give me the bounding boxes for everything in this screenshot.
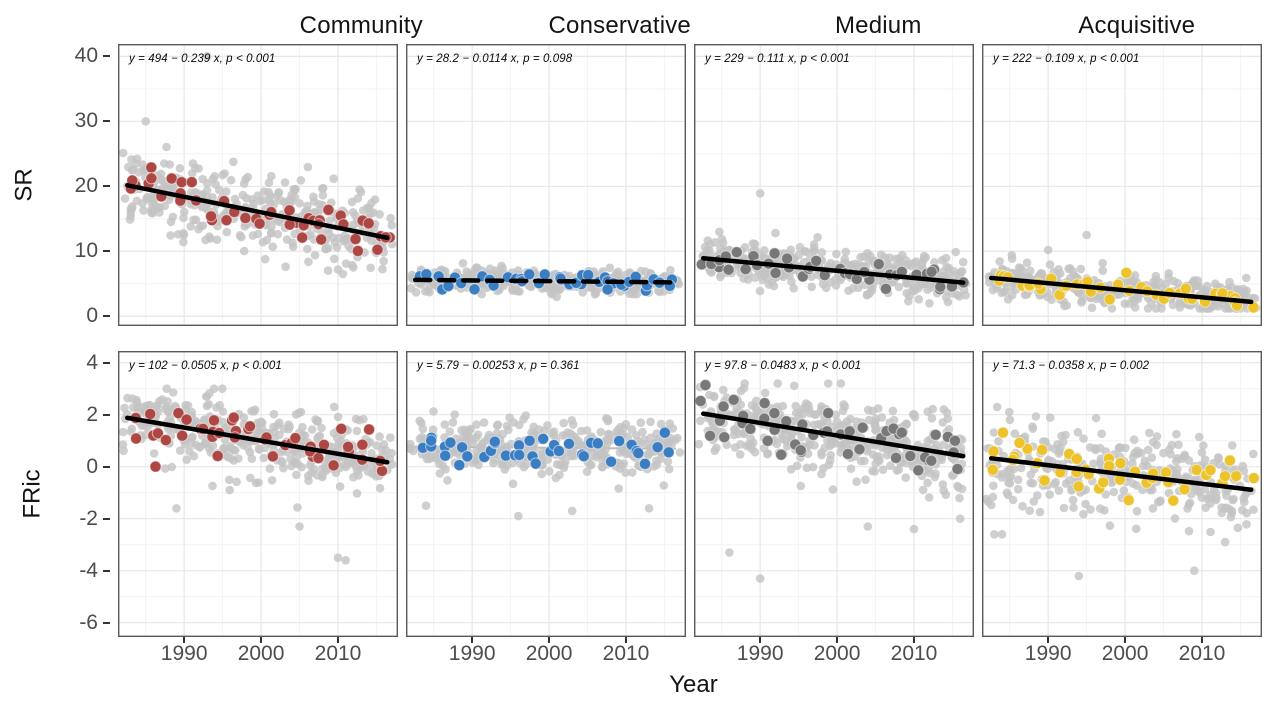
y-tick-label: 4 xyxy=(86,350,98,374)
x-tick-label: 1990 xyxy=(160,642,208,665)
y-tick-mark xyxy=(103,315,110,318)
y-tick-label: -2 xyxy=(79,506,98,530)
scatter-plot-svg xyxy=(118,44,398,326)
x-tick-mark xyxy=(1201,637,1203,643)
y-tick-label: -4 xyxy=(79,558,98,582)
panel-sr-acquisitive: y = 222 − 0.109 x, p < 0.001 xyxy=(982,44,1262,326)
y-axis-sr: SR 0 10 20 30 40 xyxy=(0,44,110,328)
y-tick-mark xyxy=(103,361,110,364)
x-tick-label: 2000 xyxy=(237,642,285,665)
scatter-plot-svg xyxy=(406,351,686,637)
x-tick-label: 2010 xyxy=(1178,642,1226,665)
panel-fric-conservative: y = 5.79 − 0.00253 x, p = 0.361 xyxy=(406,351,686,637)
regression-equation: y = 222 − 0.109 x, p < 0.001 xyxy=(993,53,1140,65)
x-tick-mark xyxy=(1124,637,1127,643)
x-tick-mark xyxy=(260,637,263,643)
y-tick-mark xyxy=(103,120,110,123)
facet-row-sr: SR 0 10 20 30 40 y = 494 − 0.239 x, p < 0.00… xyxy=(0,44,1262,328)
y-tick-mark xyxy=(103,465,110,468)
x-tick-label: 2000 xyxy=(813,642,861,665)
x-tick-mark xyxy=(548,637,551,643)
scatter-plot-svg xyxy=(118,351,398,637)
facet-titles-row: Community Conservative Medium Acquisitiv… xyxy=(118,8,1262,44)
y-tick-mark xyxy=(103,413,110,416)
x-axis-community: 1990 2000 2010 xyxy=(118,637,398,667)
y-tick-mark xyxy=(103,621,110,624)
scatter-plot-svg xyxy=(406,44,686,326)
facet-row-fric: FRic -6 -4 -2 0 2 4 y = 102 − 0.0505 x, p < 0… xyxy=(0,351,1262,637)
facet-title-conservative: Conservative xyxy=(548,12,691,39)
x-axis-title: Year xyxy=(669,671,718,698)
x-tick-mark xyxy=(183,637,186,643)
y-axis-title-sr: SR xyxy=(10,168,38,202)
regression-equation: y = 494 − 0.239 x, p < 0.001 xyxy=(129,53,276,65)
x-axis-conservative: 1990 2000 2010 xyxy=(406,637,686,667)
panel-fric-community: y = 102 − 0.0505 x, p < 0.001 xyxy=(118,351,398,637)
x-tick-label: 2000 xyxy=(525,642,573,665)
x-tick-mark xyxy=(625,637,627,643)
y-tick-mark xyxy=(103,569,110,572)
regression-equation: y = 5.79 − 0.00253 x, p = 0.361 xyxy=(417,360,580,372)
x-tick-label: 1990 xyxy=(1024,642,1072,665)
panel-sr-medium: y = 229 − 0.111 x, p < 0.001 xyxy=(694,44,974,326)
x-tick-mark xyxy=(1047,637,1050,643)
y-tick-mark xyxy=(103,55,110,58)
facet-title-medium: Medium xyxy=(834,12,922,39)
regression-equation: y = 229 − 0.111 x, p < 0.001 xyxy=(705,53,850,65)
y-tick-label: 10 xyxy=(74,239,98,263)
facet-title-acquisitive: Acquisitive xyxy=(1078,12,1196,39)
x-axis-medium: 1990 2000 2010 xyxy=(694,637,974,667)
x-tick-mark xyxy=(759,637,762,643)
x-tick-mark xyxy=(337,637,339,643)
x-tick-label: 2000 xyxy=(1101,642,1149,665)
scatter-plot-svg xyxy=(982,351,1262,637)
y-tick-mark xyxy=(103,517,110,520)
y-tick-label: -6 xyxy=(79,610,98,634)
regression-equation: y = 28.2 − 0.0114 x, p = 0.098 xyxy=(417,53,573,65)
x-tick-label: 2010 xyxy=(602,642,650,665)
y-axis-fric: FRic -6 -4 -2 0 2 4 xyxy=(0,351,110,637)
regression-equation: y = 71.3 − 0.0358 x, p = 0.002 xyxy=(993,360,1150,372)
y-tick-label: 20 xyxy=(74,174,98,198)
y-tick-mark xyxy=(103,250,110,253)
x-tick-label: 1990 xyxy=(736,642,784,665)
x-tick-mark xyxy=(471,637,474,643)
x-axis-acquisitive: 1990 2000 2010 xyxy=(982,637,1262,667)
panel-fric-medium: y = 97.8 − 0.0483 x, p < 0.001 xyxy=(694,351,974,637)
y-axis-title-fric: FRic xyxy=(18,469,46,519)
y-tick-label: 0 xyxy=(86,304,98,328)
y-tick-label: 2 xyxy=(86,402,98,426)
x-tick-mark xyxy=(913,637,915,643)
x-tick-mark xyxy=(836,637,839,643)
x-tick-label: 2010 xyxy=(314,642,362,665)
scatter-plot-svg xyxy=(982,44,1262,326)
y-tick-label: 40 xyxy=(74,44,98,68)
y-tick-label: 30 xyxy=(74,109,98,133)
regression-equation: y = 102 − 0.0505 x, p < 0.001 xyxy=(129,360,282,372)
panel-sr-conservative: y = 28.2 − 0.0114 x, p = 0.098 xyxy=(406,44,686,326)
facet-title-community: Community xyxy=(299,12,423,39)
regression-equation: y = 97.8 − 0.0483 x, p < 0.001 xyxy=(705,360,862,372)
x-tick-label: 2010 xyxy=(890,642,938,665)
panel-sr-community: y = 494 − 0.239 x, p < 0.001 xyxy=(118,44,398,326)
scatter-plot-svg xyxy=(694,351,974,637)
scatter-plot-svg xyxy=(694,44,974,326)
x-tick-label: 1990 xyxy=(448,642,496,665)
y-tick-label: 0 xyxy=(86,454,98,478)
x-axis-row: 1990 2000 2010 1990 2000 2010 1990 2000 2010 1… xyxy=(118,637,1262,667)
panel-fric-acquisitive: y = 71.3 − 0.0358 x, p = 0.002 xyxy=(982,351,1262,637)
y-tick-mark xyxy=(103,185,110,188)
